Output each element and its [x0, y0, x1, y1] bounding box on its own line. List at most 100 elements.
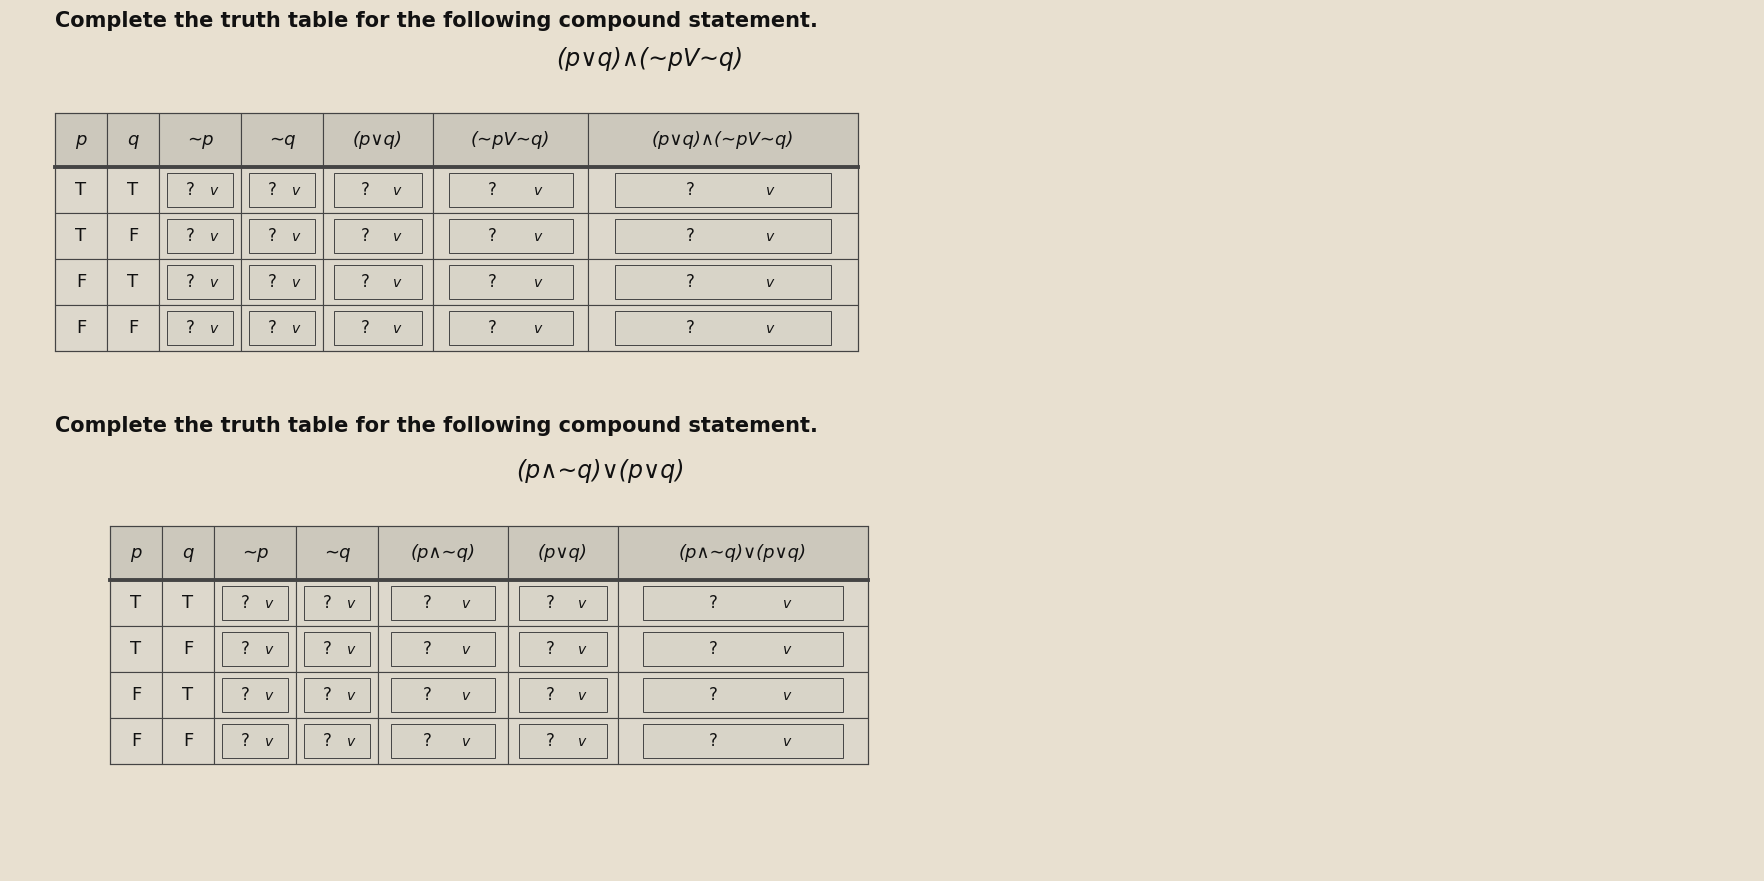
Text: ?: ? — [268, 181, 277, 199]
Bar — [587, 305, 857, 351]
Bar — [377, 526, 508, 580]
Bar — [108, 113, 159, 167]
Text: v: v — [766, 184, 774, 198]
Text: v: v — [533, 322, 542, 336]
Text: Complete the truth table for the following compound statement.: Complete the truth table for the followi… — [55, 416, 817, 436]
Bar — [323, 113, 432, 167]
Bar — [55, 167, 108, 213]
Bar — [162, 718, 213, 764]
Bar — [55, 113, 108, 167]
Text: ?: ? — [487, 181, 496, 199]
Text: ?: ? — [707, 640, 716, 658]
Text: (p∨q): (p∨q) — [538, 544, 587, 562]
Text: ?: ? — [240, 686, 249, 704]
Bar — [432, 259, 587, 305]
Bar — [323, 259, 432, 305]
Text: ?: ? — [268, 273, 277, 291]
Bar — [508, 526, 617, 580]
Text: v: v — [766, 276, 774, 290]
Bar — [109, 526, 162, 580]
Bar — [377, 718, 508, 764]
Bar — [508, 580, 617, 626]
Bar — [617, 626, 868, 672]
Bar — [392, 633, 494, 665]
Text: ?: ? — [545, 640, 554, 658]
Text: ?: ? — [185, 273, 194, 291]
Bar — [168, 219, 233, 253]
Text: v: v — [462, 597, 469, 611]
Text: v: v — [533, 230, 542, 244]
Bar — [162, 626, 213, 672]
Text: ?: ? — [185, 227, 194, 245]
Text: v: v — [579, 689, 586, 703]
Text: ?: ? — [240, 732, 249, 750]
Text: T: T — [182, 686, 194, 704]
Text: ?: ? — [487, 319, 496, 337]
Text: F: F — [127, 227, 138, 245]
Text: ?: ? — [686, 181, 695, 199]
Text: ?: ? — [268, 227, 277, 245]
Bar — [242, 213, 323, 259]
Text: ?: ? — [240, 594, 249, 612]
Bar — [614, 219, 831, 253]
Text: ?: ? — [423, 594, 432, 612]
Bar — [617, 526, 868, 580]
Bar — [222, 678, 288, 712]
Text: v: v — [265, 689, 273, 703]
Bar — [333, 265, 422, 299]
Bar — [249, 312, 314, 344]
Text: T: T — [131, 594, 141, 612]
Text: ?: ? — [423, 640, 432, 658]
Text: ?: ? — [686, 319, 695, 337]
Text: ?: ? — [185, 181, 194, 199]
Bar — [508, 672, 617, 718]
Text: p: p — [76, 131, 86, 149]
Bar — [432, 167, 587, 213]
Text: T: T — [76, 227, 86, 245]
Text: ?: ? — [545, 686, 554, 704]
Bar — [159, 213, 242, 259]
Bar — [303, 587, 370, 619]
Text: v: v — [293, 184, 300, 198]
Bar — [55, 259, 108, 305]
Bar — [617, 718, 868, 764]
Bar — [249, 174, 314, 206]
Bar — [519, 633, 607, 665]
Text: v: v — [783, 689, 790, 703]
Bar — [159, 259, 242, 305]
Bar — [109, 672, 162, 718]
Bar — [448, 219, 572, 253]
Text: v: v — [210, 230, 219, 244]
Bar — [642, 678, 843, 712]
Text: v: v — [462, 643, 469, 657]
Bar — [108, 167, 159, 213]
Bar — [242, 167, 323, 213]
Text: (p∧∼q)∨(p∨q): (p∧∼q)∨(p∨q) — [515, 459, 684, 483]
Bar — [432, 305, 587, 351]
Text: v: v — [348, 643, 355, 657]
Text: v: v — [462, 689, 469, 703]
Bar — [222, 587, 288, 619]
Text: v: v — [393, 184, 400, 198]
Bar — [432, 113, 587, 167]
Text: v: v — [783, 597, 790, 611]
Text: F: F — [131, 686, 141, 704]
Bar — [377, 580, 508, 626]
Text: ∼q: ∼q — [323, 544, 349, 562]
Bar — [448, 312, 572, 344]
Bar — [249, 219, 314, 253]
Bar — [296, 718, 377, 764]
Text: v: v — [210, 322, 219, 336]
Text: ?: ? — [323, 594, 332, 612]
Bar — [296, 580, 377, 626]
Bar — [587, 213, 857, 259]
Text: T: T — [76, 181, 86, 199]
Text: ?: ? — [360, 319, 369, 337]
Text: ?: ? — [423, 686, 432, 704]
Text: ?: ? — [360, 181, 369, 199]
Bar — [323, 213, 432, 259]
Text: T: T — [182, 594, 194, 612]
Bar — [448, 174, 572, 206]
Text: ?: ? — [268, 319, 277, 337]
Text: v: v — [348, 689, 355, 703]
